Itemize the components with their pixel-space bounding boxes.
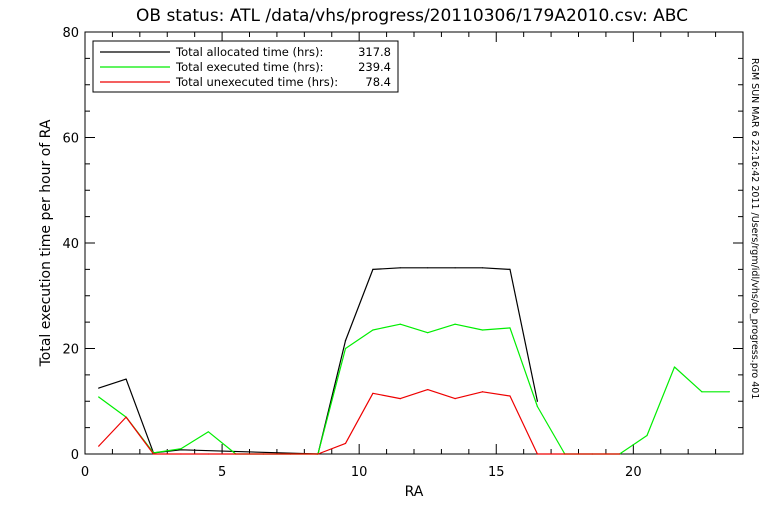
series-1-point	[646, 434, 648, 437]
series-2-point	[235, 453, 237, 455]
series-1-point	[98, 396, 100, 398]
series-2-point	[481, 391, 484, 393]
series-2-point	[207, 453, 209, 455]
series-1-point	[481, 329, 484, 331]
series-0-point	[125, 378, 127, 380]
series-2-point	[399, 398, 401, 400]
series-1-point	[454, 323, 456, 325]
legend-total: 317.8	[358, 45, 391, 59]
y-tick-label: 40	[62, 237, 79, 252]
series-0-point	[454, 267, 456, 269]
x-tick-label: 5	[218, 465, 226, 480]
series-2-point	[454, 398, 456, 400]
series-2-point	[536, 453, 538, 455]
series-2-point	[180, 453, 182, 455]
series-0-point	[344, 339, 347, 342]
series-0-point	[427, 267, 429, 269]
series-2-point	[427, 389, 429, 391]
series-1-point	[728, 391, 730, 393]
series-line-2	[98, 389, 620, 455]
series-lines	[98, 267, 730, 455]
series-line-1	[98, 323, 730, 455]
series-1-point	[536, 405, 538, 408]
y-tick-label: 20	[62, 343, 79, 358]
series-2-point	[152, 453, 155, 455]
x-tick-label: 0	[81, 465, 89, 480]
series-1-point	[509, 327, 511, 329]
y-axis-label: Total execution time per hour of RA	[38, 119, 54, 367]
series-2-point	[98, 445, 100, 447]
series-2-point	[125, 416, 127, 418]
legend-label: Total allocated time (hrs):	[175, 45, 323, 59]
series-line-0	[98, 267, 538, 455]
legend-label: Total unexecuted time (hrs):	[175, 75, 338, 89]
series-2-point	[317, 453, 319, 455]
series-2-point	[372, 392, 374, 394]
series-1-point	[673, 366, 676, 368]
series-1-point	[372, 329, 374, 331]
series-1-point	[701, 391, 703, 393]
series-0-point	[536, 400, 538, 402]
y-tick-label: 0	[71, 448, 79, 463]
legend-total: 239.4	[358, 60, 391, 74]
x-axis-label: RA	[405, 484, 424, 500]
series-0-point	[509, 268, 511, 270]
y-tick-label: 60	[62, 132, 79, 147]
series-0-point	[399, 267, 401, 269]
y-tick-label: 80	[62, 26, 79, 41]
series-1-point	[427, 332, 429, 334]
legend: Total allocated time (hrs): 317.8 Total ex…	[92, 40, 399, 93]
axis-tick-labels: 0 5 10 15 20 0 20 40 60 80	[62, 26, 641, 480]
series-2-point	[591, 453, 593, 455]
series-2-point	[509, 395, 511, 397]
series-1-point	[344, 347, 347, 350]
plot-frame	[84, 31, 744, 455]
series-0-point	[481, 267, 484, 269]
legend-total: 78.4	[365, 75, 391, 89]
series-1-point	[207, 431, 209, 433]
side-annotation: RGM SUN MAR 6 22:16:42 2011 /Users/rgm/i…	[749, 58, 760, 399]
series-1-point	[180, 448, 182, 450]
series-0-point	[372, 268, 374, 270]
series-2-point	[262, 453, 264, 455]
series-2-point	[290, 453, 292, 455]
series-0-point	[180, 449, 182, 451]
legend-label: Total executed time (hrs):	[175, 60, 324, 74]
chart-title: OB status: ATL /data/vhs/progress/201103…	[136, 6, 688, 26]
series-2-point	[344, 442, 347, 445]
series-0-point	[98, 387, 100, 389]
plot-area-border	[84, 31, 744, 455]
series-2-point	[619, 453, 621, 455]
x-tick-label: 20	[625, 465, 642, 480]
axis-ticks	[84, 31, 744, 455]
series-1-point	[399, 323, 401, 325]
x-tick-label: 15	[488, 465, 505, 480]
series-2-point	[564, 453, 566, 455]
x-tick-label: 10	[351, 465, 368, 480]
